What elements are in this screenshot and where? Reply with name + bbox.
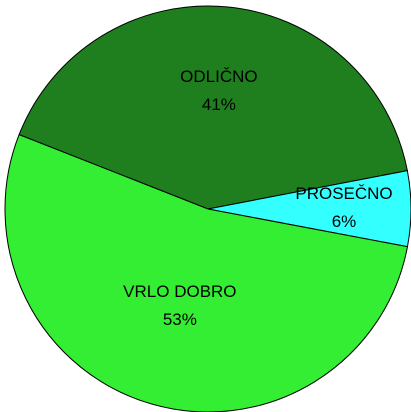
slice-label: PROSEČNO (295, 184, 392, 203)
pie-slice (18, 5, 408, 210)
slice-value-label: 53% (163, 310, 197, 329)
slice-value-label: 41% (202, 95, 236, 114)
slice-label: VRLO DOBRO (123, 282, 236, 301)
pie-slice (4, 133, 409, 412)
slice-label: ODLIČNO (180, 67, 257, 86)
slice-value-label: 6% (332, 212, 357, 231)
